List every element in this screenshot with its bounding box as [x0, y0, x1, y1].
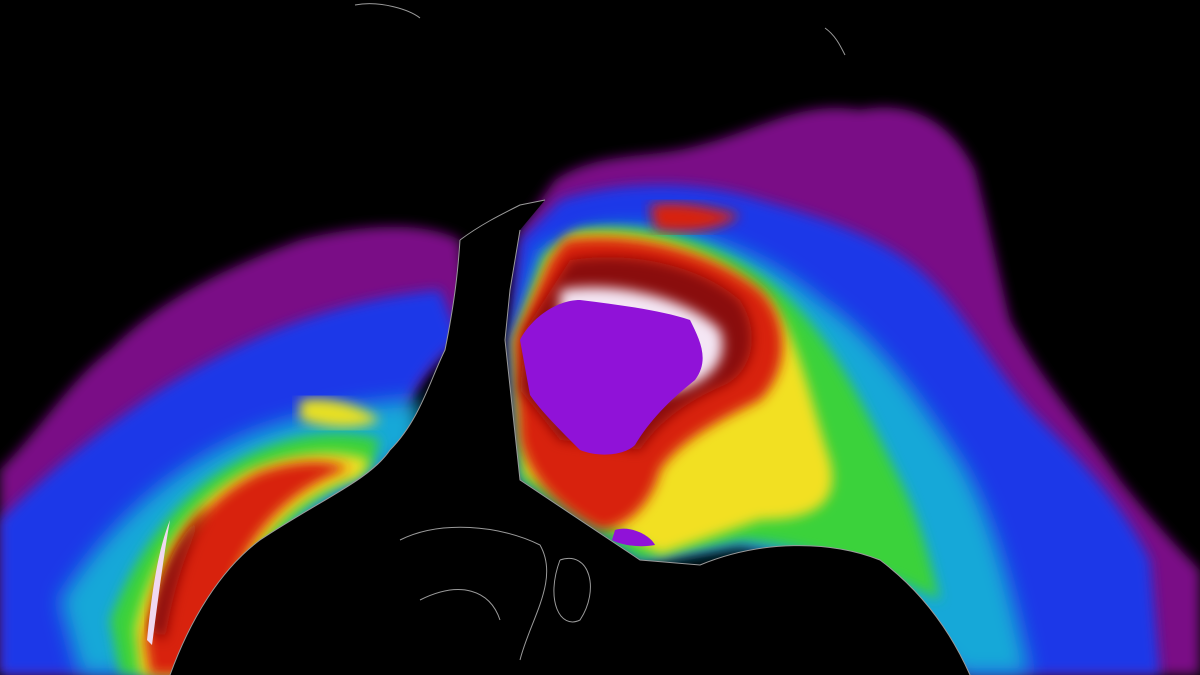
right-field	[510, 107, 1200, 675]
land	[169, 3, 971, 675]
